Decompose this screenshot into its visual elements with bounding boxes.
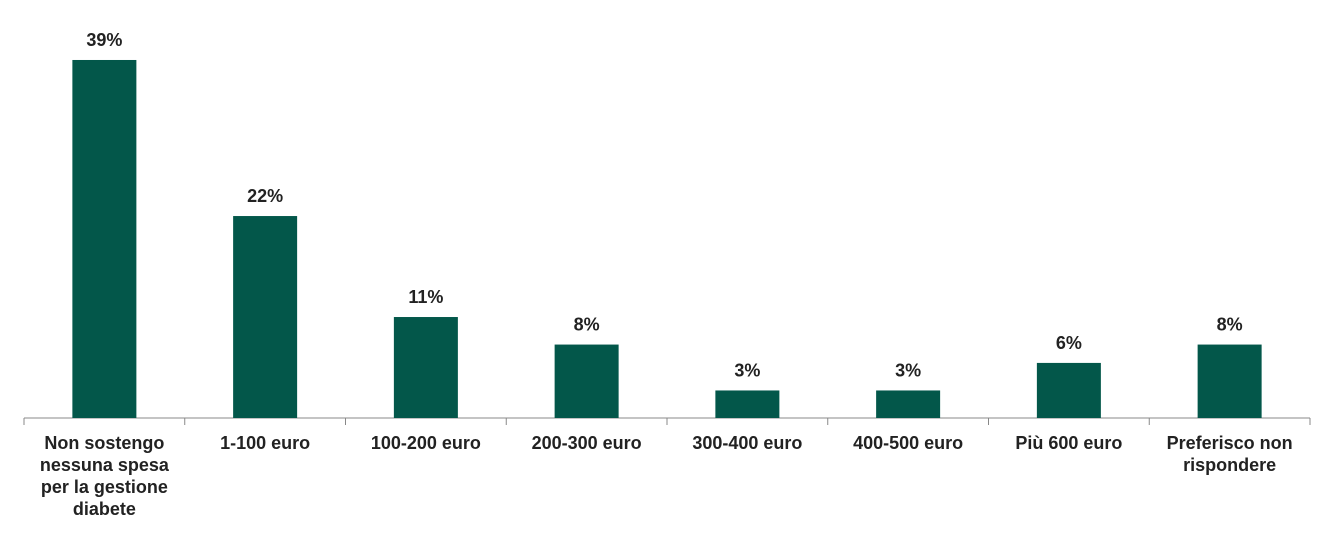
value-label: 11% (408, 287, 443, 307)
x-tick-label: 400-500 euro (853, 433, 964, 453)
bar (72, 59, 137, 418)
value-label: 3% (734, 360, 760, 380)
value-label: 3% (895, 360, 921, 380)
x-tick-label: 100-200 euro (370, 433, 481, 453)
value-label: 8% (574, 315, 600, 335)
value-label: 22% (247, 186, 283, 206)
value-label: 39% (86, 30, 122, 50)
x-tick-label: Preferisco non rispondere (1166, 433, 1293, 475)
bar (876, 390, 941, 418)
x-tick-label: 1-100 euro (220, 433, 311, 453)
bar (1036, 362, 1101, 418)
value-label: 6% (1056, 333, 1082, 353)
bar (233, 216, 298, 418)
x-tick-label: Non sostengo nessuna spesa per la gestio… (39, 433, 169, 519)
bar (554, 344, 619, 418)
x-tick-label: 200-300 euro (531, 433, 642, 453)
x-tick-label: 300-400 euro (692, 433, 803, 453)
bar (1197, 344, 1262, 418)
x-tick-label: Più 600 euro (1015, 433, 1123, 453)
bar (393, 317, 458, 418)
value-label: 8% (1217, 315, 1243, 335)
bar (715, 390, 780, 418)
